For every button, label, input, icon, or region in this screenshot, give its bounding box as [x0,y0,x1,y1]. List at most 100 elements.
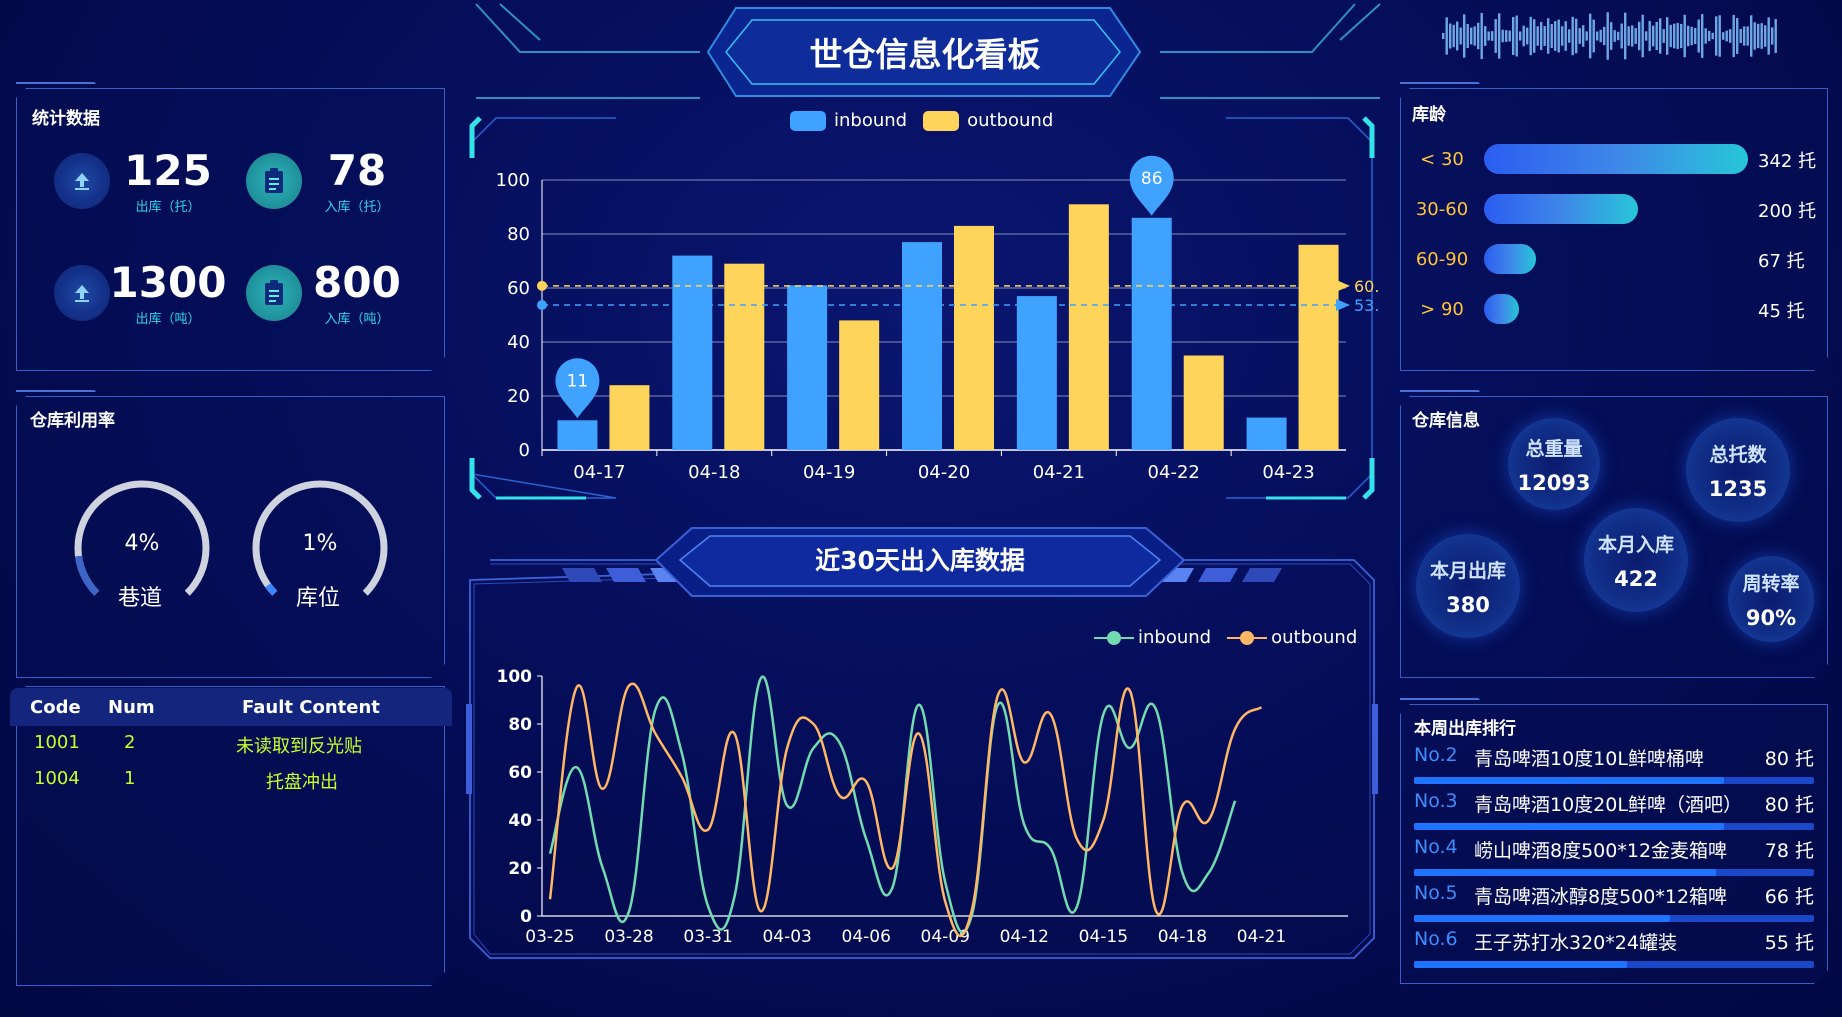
fault-col-num: Num [108,696,155,718]
age-track [1484,244,1748,274]
line-x-tick: 04-03 [762,927,811,947]
bubble-label: 总托数 [1709,443,1767,466]
age-row: > 90 [1412,294,1748,324]
ranking-bar-track [1414,869,1814,876]
bar-y-tick: 60 [507,278,530,299]
wave-bar [1757,23,1760,49]
bubble-value: 1235 [1708,476,1768,501]
line-x-tick: 04-15 [1079,927,1128,947]
wave-bar [1687,25,1690,47]
wave-bar [1641,14,1644,58]
bar-x-tick: 04-20 [918,462,970,483]
wave-bar [1652,25,1655,47]
wave-bar [1666,17,1669,55]
line-y-tick: 100 [497,667,533,687]
utilization-gauges [74,480,388,596]
wave-bar [1564,21,1567,51]
age-bar [1484,294,1519,324]
utilization-title: 仓库利用率 [30,411,115,431]
utilization-panel [16,396,445,678]
ranking-line: No.4 崂山啤酒8度500*12金麦箱啤 78 托 [1414,836,1814,863]
ranking-no: No.2 [1414,744,1458,766]
wave-bar [1732,14,1735,58]
wave-bar [1515,15,1518,57]
wave-bar [1575,18,1578,54]
ranking-bar-fill [1414,915,1670,922]
bar-y-tick: 80 [507,224,530,245]
bar-outbound [1298,244,1339,450]
gauge-track [74,480,210,596]
fault-code: 1001 [34,732,80,753]
age-bar [1484,244,1536,274]
bubble-total-weight: 总重量 12093 [1508,418,1600,510]
average-line-start [537,300,547,311]
bubble-label: 本月入库 [1597,533,1674,556]
ranking-bar-fill [1414,823,1724,830]
fault-code: 1004 [34,768,80,789]
age-value: 342 托 [1758,151,1817,172]
bar-outbound [839,320,880,450]
wave-bar [1673,23,1676,49]
fault-content: 未读取到反光贴 [236,736,362,757]
ranking-row: No.6 王子苏打水320*24罐装 55 托 [1414,928,1814,968]
line-x-tick: 04-12 [1000,927,1049,947]
ranking-no: No.4 [1414,836,1458,858]
legend-inbound-label: inbound [834,110,908,131]
wave-bar [1638,21,1641,51]
line-series-inbound [548,675,1237,934]
wave-bar [1627,26,1630,46]
wave-bar [1603,26,1606,46]
line-y-tick: 60 [508,763,532,783]
wave-bar [1501,29,1504,43]
wave-bar [1543,26,1546,46]
age-label: 30-60 [1415,198,1469,220]
wave-bar [1624,12,1627,60]
wave-bar [1753,22,1756,50]
age-value: 200 托 [1758,201,1817,222]
line-chart-frame [466,527,1378,959]
dashboard-title: 世仓信息化看板 [809,35,1041,74]
stat-outbound-pallets-label: 出库（托） [135,200,201,215]
line-x-tick: 04-09 [921,927,970,947]
legend-outbound-swatch [923,110,960,131]
line-x-tick: 04-18 [1158,927,1207,947]
wave-bar [1634,28,1637,44]
fault-col-content: Fault Content [242,696,380,718]
wave-bar [1620,23,1623,49]
bar-x-tick: 04-22 [1148,462,1200,483]
wave-bar [1613,30,1616,42]
bar-chart-legend: inbound outbound [790,110,1053,131]
audio-wave-decoration [1442,12,1777,60]
wave-bar [1750,15,1753,57]
fault-col-code: Code [30,696,81,718]
average-line-label: 60.8 [1354,277,1378,296]
fault-panel [16,686,445,986]
ranking-title: 本周出库排行 [1414,719,1516,739]
wave-bar [1449,23,1452,49]
bar-inbound [1016,296,1057,450]
wave-bar [1498,13,1501,59]
age-row: 60-90 [1412,244,1748,274]
line-y-tick: 20 [508,859,532,879]
gauge-fill [75,555,100,596]
line-chart-legend: inbound outbound [1094,627,1357,648]
wave-bar [1704,28,1707,44]
ranking-row: No.5 青岛啤酒冰醇8度500*12箱啤 66 托 [1414,882,1814,922]
ranking-tab [1400,698,1492,712]
wave-bar [1683,14,1686,58]
age-bar [1484,144,1748,174]
age-label: < 30 [1420,148,1464,170]
upload-icon [54,153,110,209]
bar-inbound [1246,417,1287,450]
max-marker-label: 11 [567,371,589,391]
stat-inbound-pallets-value: 78 [327,146,387,195]
ranking-bar-fill [1414,777,1724,784]
ranking-no: No.5 [1414,882,1458,904]
bubble-label: 总重量 [1525,437,1583,460]
wave-bar [1718,15,1721,57]
wave-bar [1571,16,1574,56]
wave-bar [1536,26,1539,46]
wave-bar [1767,17,1770,55]
wave-bar [1477,22,1480,50]
ranking-line: No.5 青岛啤酒冰醇8度500*12箱啤 66 托 [1414,882,1814,909]
